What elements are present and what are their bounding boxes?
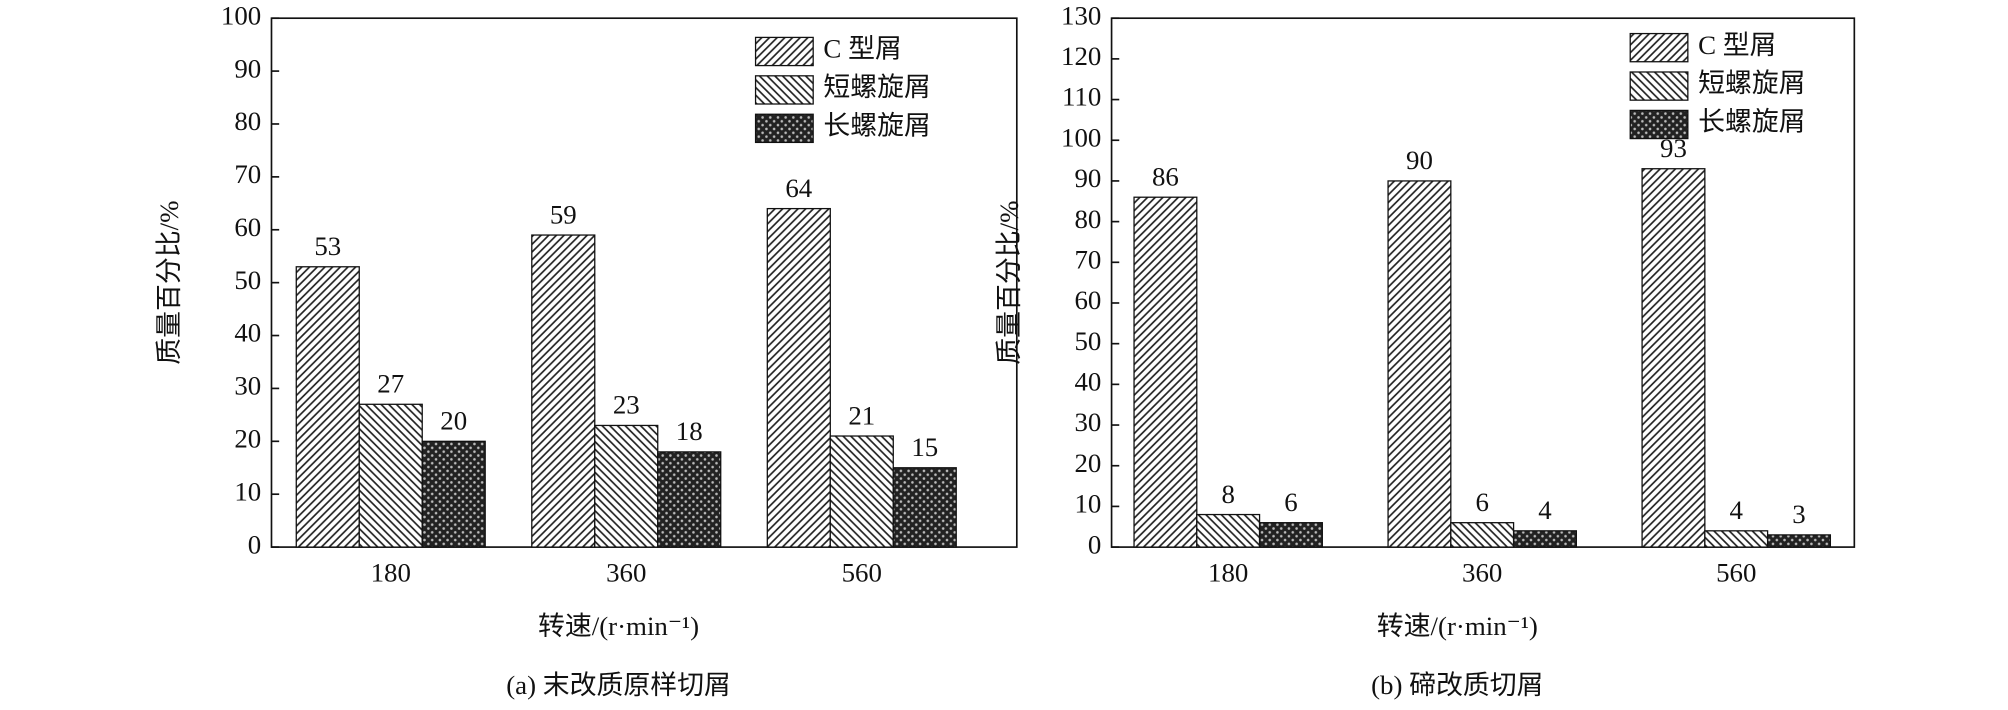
y-tick-label: 20: [1074, 448, 1101, 478]
legend-label: 长螺旋屑: [823, 111, 931, 141]
bar: [531, 234, 596, 548]
y-axis-label: 质量百分比/%: [154, 201, 184, 365]
data-label: 27: [377, 369, 404, 399]
y-tick-label: 0: [248, 529, 261, 559]
legend-swatch: [754, 75, 814, 105]
y-tick-label: 130: [1061, 0, 1101, 30]
y-tick-label: 60: [234, 212, 261, 242]
y-tick-label: 110: [1062, 82, 1101, 112]
y-tick-label: 20: [234, 423, 261, 453]
data-label: 4: [1538, 495, 1552, 525]
legend-label: C 型屑: [1698, 30, 1776, 60]
legend-swatch: [754, 113, 814, 144]
bar: [1258, 522, 1323, 548]
bar: [1512, 530, 1577, 548]
y-tick-label: 50: [234, 265, 261, 295]
x-axis-label: 转速/(r·min⁻¹): [538, 611, 699, 641]
legend-swatch: [1629, 32, 1689, 63]
y-tick-label: 40: [234, 318, 261, 348]
bar: [1641, 168, 1706, 548]
data-label: 3: [1792, 499, 1805, 529]
data-label: 4: [1730, 495, 1744, 525]
bar: [1196, 513, 1261, 548]
data-label: 6: [1284, 487, 1297, 517]
bar: [358, 403, 423, 548]
y-tick-label: 70: [1074, 244, 1101, 274]
y-tick-label: 100: [221, 0, 261, 30]
x-tick-label: 180: [1208, 557, 1248, 587]
x-tick-label: 360: [1462, 557, 1502, 587]
x-tick-label: 560: [842, 557, 882, 587]
y-tick-label: 40: [1074, 367, 1101, 397]
bar: [892, 467, 957, 548]
data-label: 59: [550, 199, 577, 229]
y-tick-label: 30: [1074, 407, 1101, 437]
y-tick-label: 50: [1074, 326, 1101, 356]
bar: [594, 424, 659, 548]
bar: [1133, 196, 1198, 548]
y-tick-label: 10: [234, 476, 261, 506]
y-tick-label: 80: [1074, 204, 1101, 234]
legend-swatch: [1629, 71, 1689, 101]
legend-swatch: [754, 36, 814, 67]
legend-label: 短螺旋屑: [823, 72, 931, 102]
legend-label: 长螺旋屑: [1698, 107, 1806, 137]
bar: [1704, 530, 1769, 548]
y-tick-label: 120: [1061, 41, 1101, 71]
bar: [766, 207, 831, 548]
y-tick-label: 10: [1074, 489, 1101, 519]
data-label: 15: [911, 432, 938, 462]
bar: [829, 435, 894, 548]
x-tick-label: 560: [1716, 557, 1756, 587]
data-label: 21: [848, 400, 875, 430]
data-label: 18: [676, 416, 703, 446]
bar: [1387, 180, 1452, 548]
data-label: 90: [1406, 145, 1433, 175]
legend-label: C 型屑: [823, 34, 901, 64]
legend-label: 短螺旋屑: [1698, 68, 1806, 98]
y-tick-label: 90: [1074, 163, 1101, 193]
y-axis-label: 质量百分比/%: [994, 201, 1024, 365]
bar: [1766, 534, 1832, 548]
y-tick-label: 70: [234, 159, 261, 189]
y-tick-label: 100: [1061, 122, 1101, 152]
y-tick-label: 60: [1074, 285, 1101, 315]
x-axis-label: 转速/(r·min⁻¹): [1377, 611, 1538, 641]
bar: [295, 266, 360, 548]
bar: [421, 440, 486, 548]
y-tick-label: 80: [234, 106, 261, 136]
data-label: 8: [1221, 479, 1234, 509]
legend-swatch: [1629, 109, 1689, 140]
data-label: 20: [440, 406, 467, 436]
data-label: 64: [785, 173, 812, 203]
data-label: 23: [613, 390, 640, 420]
bar: [1450, 522, 1515, 548]
chart-title: (b) 碲改质切屑: [1371, 670, 1543, 700]
data-label: 53: [314, 231, 341, 261]
x-tick-label: 180: [371, 557, 411, 587]
chart-title: (a) 末改质原样切屑: [506, 670, 731, 700]
y-tick-label: 30: [234, 371, 261, 401]
y-tick-label: 90: [234, 53, 261, 83]
bar: [657, 451, 722, 548]
data-label: 86: [1152, 161, 1179, 191]
x-tick-label: 360: [606, 557, 646, 587]
data-label: 6: [1475, 487, 1488, 517]
y-tick-label: 0: [1088, 529, 1101, 559]
